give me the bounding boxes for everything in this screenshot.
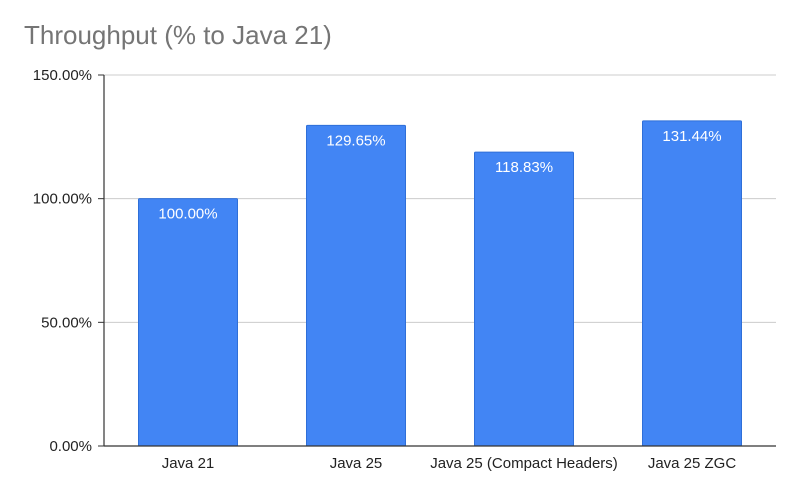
chart-title: Throughput (% to Java 21) (24, 20, 332, 50)
bar-data-label: 118.83% (495, 159, 553, 176)
bar (474, 151, 574, 447)
bar-data-label: 100.00% (158, 206, 217, 223)
x-category-label: Java 21 (162, 455, 215, 472)
x-category-label: Java 25 ZGC (648, 455, 737, 472)
y-tick-label: 100.00% (33, 191, 92, 208)
y-tick-label: 50.00% (41, 314, 92, 331)
y-tick-label: 150.00% (33, 67, 92, 84)
x-category-label: Java 25 (Compact Headers) (430, 455, 618, 472)
bar (642, 120, 742, 447)
bar-data-label: 129.65% (326, 132, 385, 149)
bar-data-label: 131.44% (662, 128, 721, 145)
bar (138, 198, 238, 447)
y-tick-label: 0.00% (49, 438, 92, 455)
bar (306, 124, 406, 447)
x-category-label: Java 25 (330, 455, 383, 472)
